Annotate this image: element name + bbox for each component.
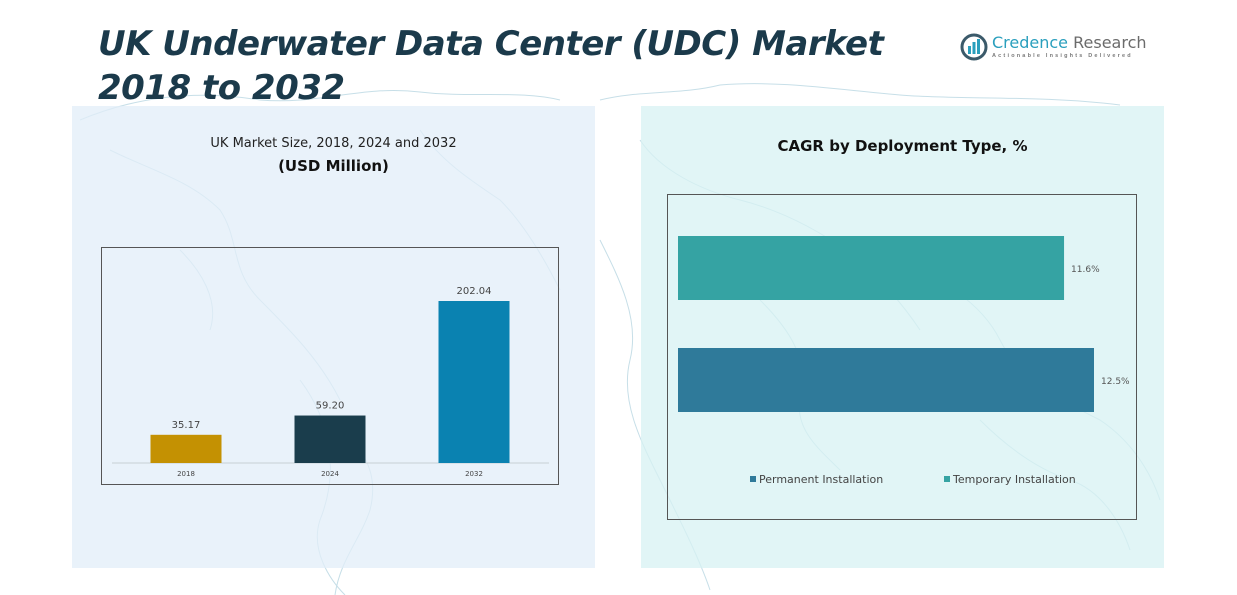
legend-label-permanent-installation: Permanent Installation	[759, 473, 883, 486]
logo-name: Credence Research	[992, 33, 1147, 52]
x-tick-label-2024: 2024	[321, 470, 339, 478]
market-size-panel: UK Market Size, 2018, 2024 and 2032 (USD…	[72, 106, 595, 568]
cagr-chart-title: CAGR by Deployment Type, %	[777, 137, 1028, 155]
bar-permanent-installation	[678, 348, 1094, 412]
bar-2024	[294, 415, 366, 463]
bar-2032	[438, 301, 510, 463]
cagr-chart-frame: 11.6% 12.5% Permanent Installation Tempora…	[667, 194, 1137, 520]
market-size-chart-frame: 35.17 2018 59.20 2024 202.04 2032	[101, 247, 559, 485]
brand-logo: Credence Research Actionable Insights De…	[960, 33, 1147, 61]
cagr-panel: CAGR by Deployment Type, % 11.6% 12.5% Pe…	[641, 106, 1164, 568]
x-tick-label-2018: 2018	[177, 470, 195, 478]
market-size-chart-subtitle: (USD Million)	[278, 157, 389, 175]
legend-swatch-temporary-installation	[944, 476, 950, 482]
legend-label-temporary-installation: Temporary Installation	[952, 473, 1076, 486]
bar-2018	[150, 434, 222, 463]
cagr-chart: 11.6% 12.5% Permanent Installation Tempora…	[678, 236, 1130, 486]
data-label-2024: 59.20	[316, 401, 345, 412]
logo-tagline: Actionable Insights Delivered	[992, 53, 1133, 59]
data-label-2032: 202.04	[457, 286, 492, 297]
market-size-chart-title: UK Market Size, 2018, 2024 and 2032	[210, 136, 457, 151]
x-tick-label-2032: 2032	[465, 470, 483, 478]
market-size-chart: 35.17 2018 59.20 2024 202.04 2032	[112, 286, 549, 478]
bar-temporary-installation	[678, 236, 1065, 300]
bar-chart-logo-icon	[960, 33, 988, 61]
data-label-permanent-installation: 12.5%	[1101, 377, 1130, 387]
page-title: UK Underwater Data Center (UDC) Market 2…	[98, 24, 884, 108]
data-label-2018: 35.17	[172, 420, 201, 431]
legend-swatch-permanent-installation	[750, 476, 756, 482]
data-label-temporary-installation: 11.6%	[1071, 265, 1100, 275]
